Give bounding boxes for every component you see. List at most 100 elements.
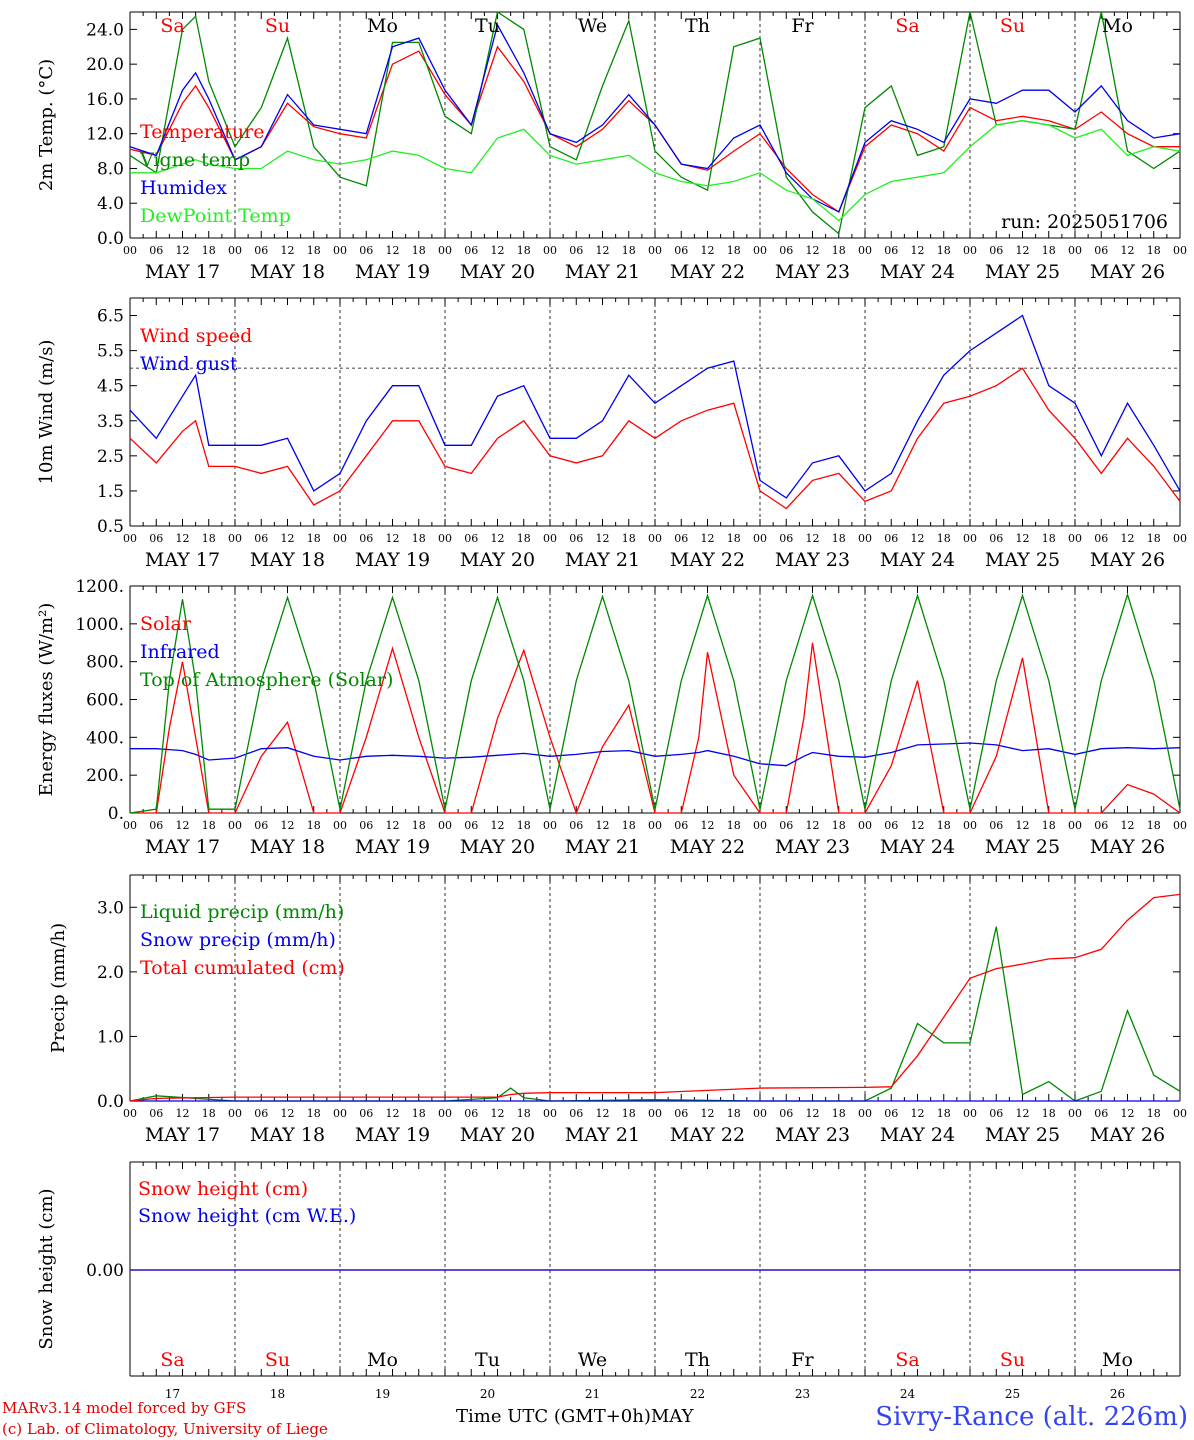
date-label: MAY 21 [565, 836, 640, 858]
day-number: 25 [1005, 1387, 1020, 1401]
hour-label: 00 [753, 819, 767, 832]
hour-label: 00 [228, 1107, 242, 1120]
y-axis-2: 0.5 1.5 2.5 3.5 4.5 5.5 6.5 10m Wind (m/s) [36, 307, 1180, 537]
hour-label: 06 [674, 532, 688, 545]
hour-label: 06 [884, 532, 898, 545]
time-axis-4: 00 06 12 18 MAY 17 00 06 12 18 MAY 18 00 06 12 18 MAY … [123, 1107, 1187, 1146]
hour-label: 06 [254, 244, 268, 257]
y-tick-label: 6.5 [97, 307, 124, 327]
hour-label: 12 [701, 244, 715, 257]
hour-label: 12 [596, 532, 610, 545]
hour-label: 12 [701, 819, 715, 832]
hour-label: 18 [727, 819, 741, 832]
y-tick-label: 2.0 [97, 963, 124, 983]
hour-label: 12 [911, 819, 925, 832]
hour-label: 18 [412, 532, 426, 545]
hour-label: 00 [1173, 244, 1187, 257]
weekday-top: Sa [895, 15, 919, 37]
hour-label: 00 [1068, 532, 1082, 545]
legend-5: Snow height (cm) Snow height (cm W.E.) [138, 1178, 356, 1227]
hour-label: 18 [937, 244, 951, 257]
date-label: MAY 22 [670, 1124, 745, 1146]
hour-label: 06 [149, 1107, 163, 1120]
y-axis-label: Energy fluxes (W/m²) [36, 603, 57, 797]
series-group-3 [129, 592, 1181, 815]
hour-label: 00 [543, 244, 557, 257]
day-number: 20 [480, 1387, 495, 1401]
hour-label: 00 [963, 244, 977, 257]
hour-label: 12 [1121, 819, 1135, 832]
hour-label: 18 [1147, 532, 1161, 545]
hour-label: 12 [176, 819, 190, 832]
legend-1: Temperature Vigne temp Humidex DewPoint Tem… [139, 121, 291, 227]
hour-label: 18 [1042, 819, 1056, 832]
legend-entry: Infrared [140, 641, 220, 663]
hour-label: 12 [386, 1107, 400, 1120]
date-label: MAY 22 [670, 261, 745, 283]
hour-label: 12 [176, 532, 190, 545]
hour-label: 00 [438, 532, 452, 545]
hour-label: 18 [202, 1107, 216, 1120]
hour-label: 00 [438, 244, 452, 257]
hour-label: 06 [569, 1107, 583, 1120]
date-label: MAY 18 [250, 836, 325, 858]
month-label: MAY [650, 1406, 694, 1427]
date-label: MAY 25 [985, 1124, 1060, 1146]
hour-label: 18 [307, 244, 321, 257]
hour-label: 18 [832, 819, 846, 832]
hour-label: 00 [963, 532, 977, 545]
hour-label: 00 [858, 244, 872, 257]
hour-label: 06 [989, 819, 1003, 832]
series-line [130, 642, 1181, 815]
hour-label: 06 [989, 532, 1003, 545]
hour-label: 06 [674, 244, 688, 257]
y-axis-3: 0. 200. 400. 600. 800. 1000. 1200. Energy fluxe… [36, 577, 1180, 824]
date-label: MAY 17 [145, 549, 220, 571]
hour-label: 00 [438, 1107, 452, 1120]
hour-label: 12 [281, 1107, 295, 1120]
date-label: MAY 26 [1090, 261, 1165, 283]
y-tick-label: 3.0 [97, 898, 124, 918]
hour-label: 12 [491, 1107, 505, 1120]
hour-label: 06 [464, 532, 478, 545]
hour-label: 18 [727, 1107, 741, 1120]
date-label: MAY 20 [460, 1124, 535, 1146]
weekday-bottom: Sa [160, 1349, 184, 1371]
hour-label: 06 [989, 244, 1003, 257]
hour-label: 00 [333, 819, 347, 832]
panel-1 [129, 11, 1181, 239]
hour-label: 00 [543, 819, 557, 832]
hour-label: 00 [228, 244, 242, 257]
hour-label: 00 [228, 819, 242, 832]
series-line [129, 314, 1181, 499]
hour-label: 18 [1147, 244, 1161, 257]
date-label: MAY 26 [1090, 1124, 1165, 1146]
hour-label: 00 [1068, 819, 1082, 832]
hour-label: 06 [569, 819, 583, 832]
hour-label: 12 [701, 1107, 715, 1120]
series-line [129, 367, 1181, 510]
date-label: MAY 17 [145, 836, 220, 858]
y-axis-zero: 0.00 [86, 1261, 1180, 1281]
hour-label: 00 [1173, 819, 1187, 832]
hour-label: 18 [307, 819, 321, 832]
hour-label: 06 [149, 244, 163, 257]
date-label: MAY 19 [355, 836, 430, 858]
hour-label: 00 [1068, 244, 1082, 257]
hour-label: 06 [779, 819, 793, 832]
y-tick-label: 5.5 [97, 342, 124, 362]
hour-label: 00 [543, 1107, 557, 1120]
panel-2 [129, 297, 1181, 527]
hour-label: 12 [806, 819, 820, 832]
hour-label: 12 [1016, 532, 1030, 545]
hour-label: 06 [464, 819, 478, 832]
model-credit: MARv3.14 model forced by GFS [2, 1399, 247, 1417]
hour-label: 18 [832, 244, 846, 257]
y-tick-label: 3.5 [97, 412, 124, 432]
hour-label: 06 [884, 1107, 898, 1120]
date-label: MAY 18 [250, 261, 325, 283]
hour-label: 06 [254, 532, 268, 545]
hour-label: 06 [1094, 244, 1108, 257]
date-label: MAY 19 [355, 1124, 430, 1146]
